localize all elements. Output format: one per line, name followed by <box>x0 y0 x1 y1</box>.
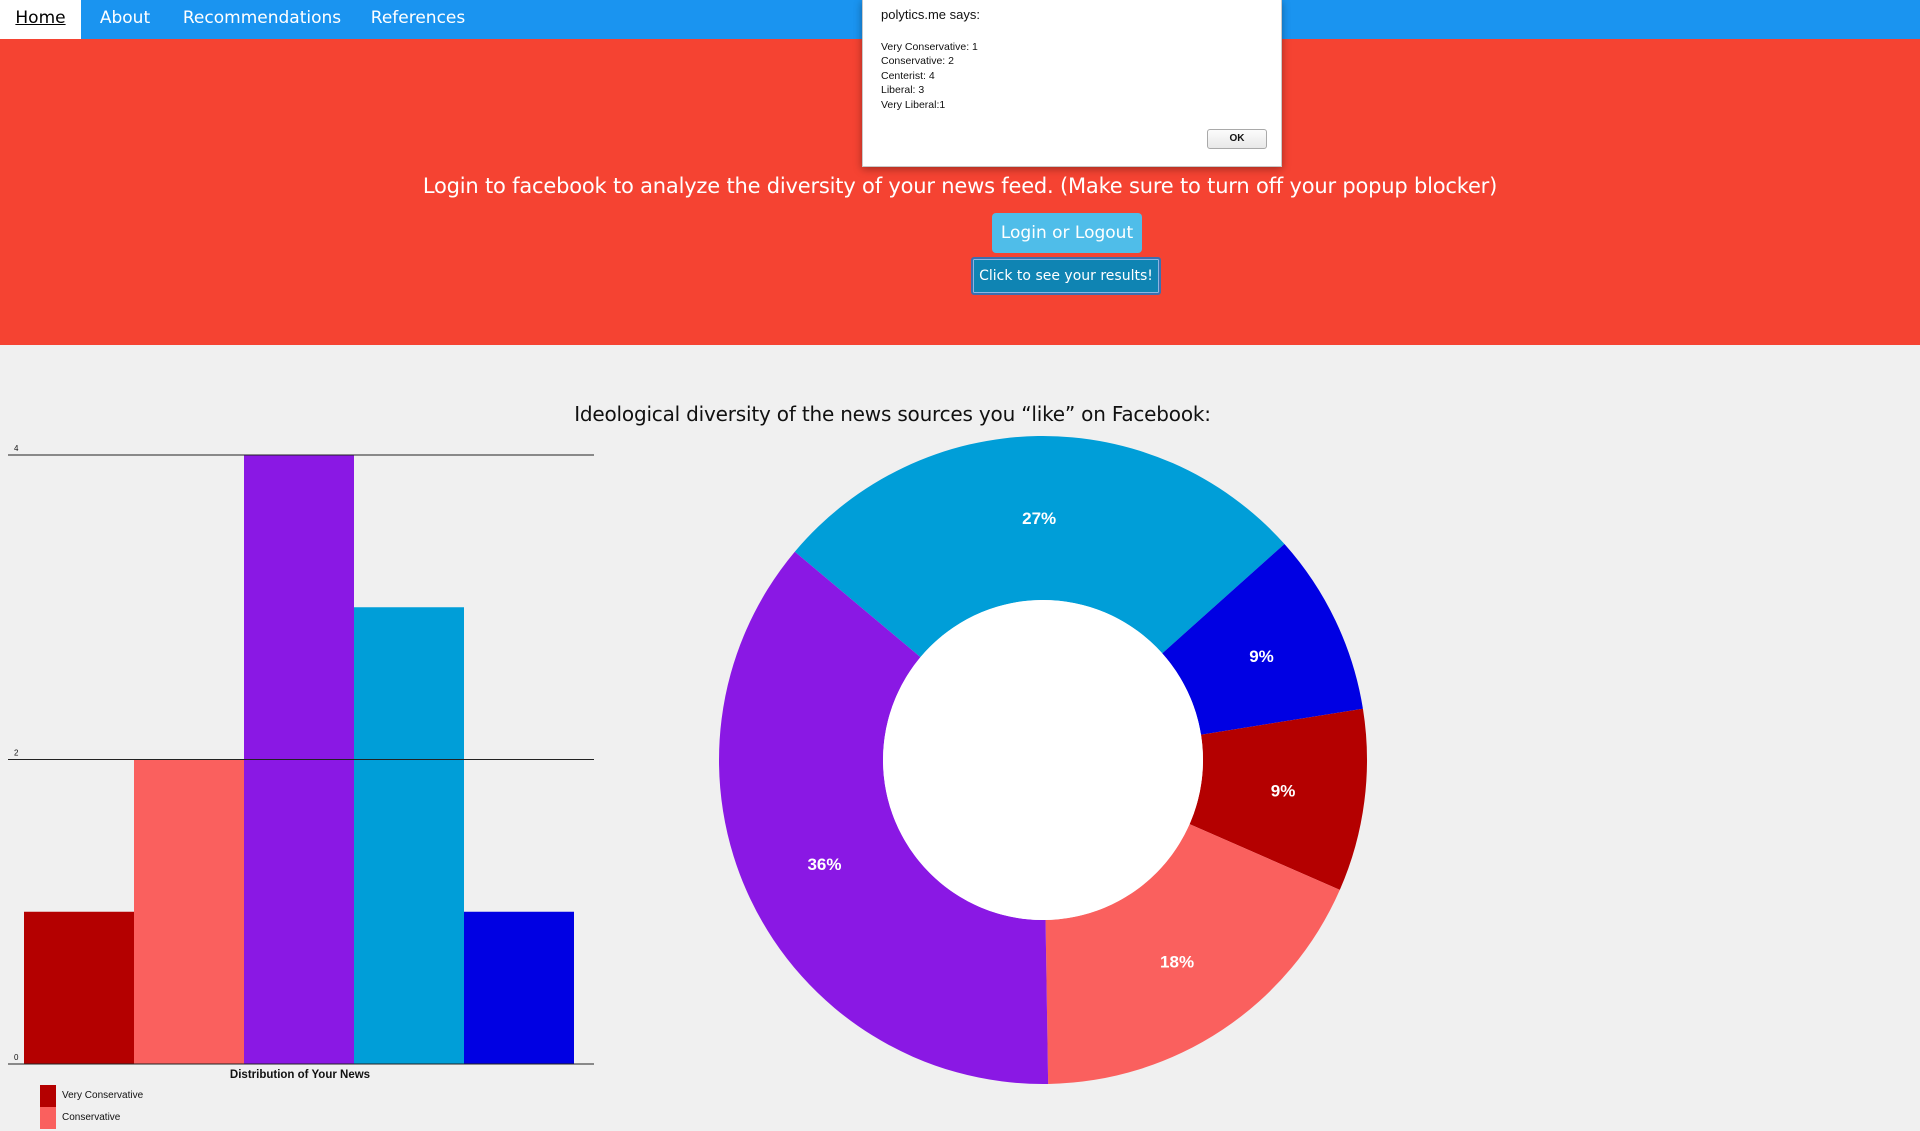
donut-slice-label: 18% <box>1160 952 1194 971</box>
pie-chart-title: Ideological diversity of the news source… <box>574 402 1211 426</box>
dialog-ok-button[interactable]: OK <box>1207 129 1267 149</box>
see-results-button[interactable]: Click to see your results! <box>971 257 1161 295</box>
donut-slice-label: 9% <box>1271 782 1296 801</box>
nav-about-link[interactable]: About <box>99 8 151 28</box>
donut-slice <box>1189 708 1367 890</box>
bar-very-conservative <box>24 911 134 1064</box>
dialog-title: polytics.me says: <box>881 7 980 22</box>
nav-recommendations-link[interactable]: Recommendations <box>182 8 342 28</box>
dialog-line: Very Conservative: 1 <box>881 41 978 53</box>
bar-chart: 0 2 4 Distribution of Your News <box>8 444 594 1081</box>
legend-swatch-conservative <box>40 1107 56 1129</box>
donut-chart: 27% 9% 9% 18% 36% <box>719 436 1367 1084</box>
donut-slice-label: 36% <box>807 855 841 874</box>
legend-label-very-conservative: Very Conservative <box>62 1090 144 1101</box>
legend-label-conservative: Conservative <box>62 1112 121 1123</box>
dialog-line: Very Liberal:1 <box>881 98 946 111</box>
bar-y-tick-label: 4 <box>14 444 19 453</box>
login-logout-button[interactable]: Login or Logout <box>992 213 1142 253</box>
donut-slice-label: 9% <box>1249 647 1274 666</box>
donut-slice <box>794 436 1285 658</box>
donut-hole <box>883 600 1203 920</box>
bar-y-tick-label: 0 <box>14 1053 19 1062</box>
bar-very-liberal <box>464 911 574 1064</box>
dialog-line: Centerist: 4 <box>881 69 935 82</box>
bar-y-tick-label: 2 <box>14 749 19 758</box>
donut-slice <box>1162 543 1363 735</box>
donut-slice-label: 27% <box>1022 509 1056 528</box>
dialog-line: Liberal: 3 <box>881 84 925 97</box>
bar-liberal <box>354 607 464 1064</box>
legend-swatch-very-conservative <box>40 1085 56 1107</box>
login-prompt-text: Login to facebook to analyze the diversi… <box>422 174 1498 198</box>
dialog-line: Conservative: 2 <box>881 55 954 68</box>
alert-dialog: polytics.me says: Very Conservative: 1 C… <box>862 0 1282 167</box>
dialog-message: Very Conservative: 1 Conservative: 2 Cen… <box>881 40 978 112</box>
donut-slice <box>1045 824 1340 1084</box>
nav-home-link[interactable]: Home <box>0 0 81 39</box>
donut-slice <box>719 551 1049 1084</box>
bar-chart-title: Distribution of Your News <box>230 1069 370 1081</box>
nav-references-link[interactable]: References <box>370 8 466 28</box>
bar-conservative <box>134 759 244 1064</box>
